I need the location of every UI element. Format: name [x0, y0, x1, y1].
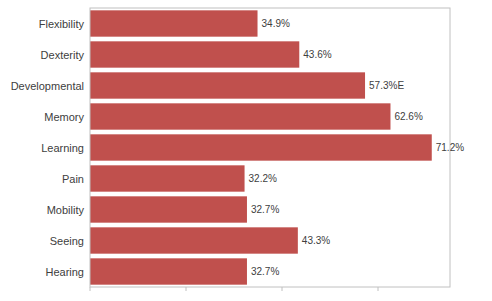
y-tick-label: Developmental [11, 80, 84, 92]
data-label: 32.7% [251, 204, 279, 215]
y-tick-label: Hearing [45, 266, 84, 278]
x-tick [186, 287, 187, 291]
bar [90, 103, 390, 129]
bar [90, 134, 432, 160]
bar [90, 227, 298, 253]
y-tick-label: Mobility [47, 204, 85, 216]
plot-frame [90, 8, 450, 287]
y-tick-label: Learning [41, 142, 84, 154]
data-label: 32.2% [249, 173, 277, 184]
data-label: 34.9% [262, 18, 290, 29]
x-tick [90, 287, 91, 291]
data-label: 62.6% [394, 111, 422, 122]
x-tick [282, 287, 283, 291]
bar [90, 196, 247, 222]
bar [90, 72, 365, 98]
y-tick-label: Memory [44, 111, 84, 123]
bar [90, 165, 245, 191]
x-tick [378, 287, 379, 291]
data-label: 71.2% [436, 142, 464, 153]
y-tick-label: Seeing [50, 235, 84, 247]
bars [90, 10, 432, 284]
bar [90, 41, 299, 67]
data-label: 43.3% [302, 235, 330, 246]
y-tick-label: Flexibility [39, 18, 85, 30]
y-tick-label: Pain [62, 173, 84, 185]
y-tick-label: Dexterity [41, 49, 85, 61]
bar [90, 258, 247, 284]
data-label: 32.7% [251, 266, 279, 277]
data-label: 57.3%E [369, 80, 404, 91]
chart-container: Hearing Seeing Mobility Pain Learning Memory D… [0, 0, 492, 301]
data-label: 43.6% [303, 49, 331, 60]
bar [90, 10, 258, 36]
chart-svg: Hearing Seeing Mobility Pain Learning Memory D… [0, 0, 492, 301]
